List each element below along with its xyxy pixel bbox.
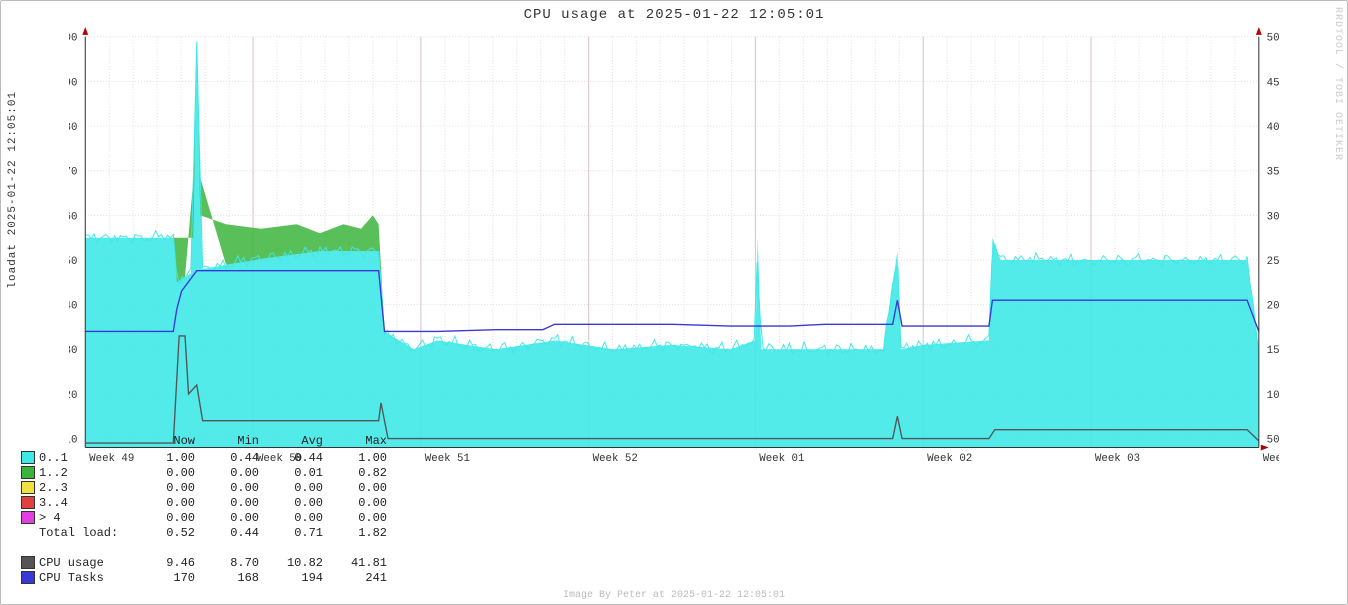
svg-text:60: 60 [69, 211, 77, 223]
legend-value: 1.00 [145, 451, 209, 466]
legend-row-label: CPU usage [21, 556, 145, 571]
svg-text:70: 70 [69, 167, 77, 179]
legend-value: 0.00 [209, 466, 273, 481]
legend-value: 0.00 [209, 496, 273, 511]
legend-chip [21, 466, 35, 479]
legend-value: 0.00 [273, 511, 337, 526]
legend-value: 0.00 [337, 496, 401, 511]
legend-value: 0.82 [337, 466, 401, 481]
legend-value: 10.82 [273, 556, 337, 571]
chart-title: CPU usage at 2025-01-22 12:05:01 [7, 7, 1341, 23]
svg-text:300: 300 [1267, 211, 1279, 223]
chart-area: 1020304050607080901005010015020025030035… [69, 27, 1271, 471]
svg-text:400: 400 [1267, 122, 1279, 134]
legend-chip [21, 556, 35, 569]
legend-value: 41.81 [337, 556, 401, 571]
y-left-label: loadat 2025-01-22 12:05:01 [7, 90, 19, 288]
legend-value: 0.00 [273, 481, 337, 496]
legend-value: 0.00 [209, 511, 273, 526]
svg-text:Week 02: Week 02 [927, 453, 972, 465]
legend-chip [21, 511, 35, 524]
svg-text:Week 52: Week 52 [593, 453, 638, 465]
legend-chip [21, 496, 35, 509]
svg-text:90: 90 [69, 77, 77, 89]
legend-row-label: 0..1 [21, 451, 145, 466]
legend-row-label: > 4 [21, 511, 145, 526]
watermark: RRDTOOL / TOBI OETIKER [1332, 7, 1343, 161]
legend-table: NowMinAvgMax0..11.000.440.441.001..20.00… [21, 434, 401, 586]
svg-text:150: 150 [1267, 345, 1279, 357]
legend-chip [21, 451, 35, 464]
legend-chip [21, 481, 35, 494]
legend-value: 0.44 [273, 451, 337, 466]
svg-text:50: 50 [1267, 435, 1279, 447]
svg-text:100: 100 [1267, 390, 1279, 402]
svg-text:350: 350 [1267, 167, 1279, 179]
legend-value: 8.70 [209, 556, 273, 571]
svg-text:40: 40 [69, 301, 77, 313]
legend-value: 1.82 [337, 526, 401, 541]
legend-value: 0.01 [273, 466, 337, 481]
legend-value: 0.00 [337, 481, 401, 496]
svg-text:450: 450 [1267, 77, 1279, 89]
legend-chip [21, 571, 35, 584]
legend-row-label: 2..3 [21, 481, 145, 496]
svg-text:Week 51: Week 51 [425, 453, 470, 465]
legend-value: 1.00 [337, 451, 401, 466]
legend-row-label: 3..4 [21, 496, 145, 511]
legend-value: 0.00 [145, 496, 209, 511]
svg-text:200: 200 [1267, 301, 1279, 313]
legend-value: 0.00 [145, 481, 209, 496]
legend-value: 194 [273, 571, 337, 586]
legend-value: 170 [145, 571, 209, 586]
legend-value: 0.00 [209, 481, 273, 496]
legend-value: 9.46 [145, 556, 209, 571]
svg-text:100: 100 [69, 33, 77, 45]
legend-row-label: Total load: [21, 526, 145, 541]
svg-text:50: 50 [69, 256, 77, 268]
svg-text:250: 250 [1267, 256, 1279, 268]
chart-svg: 1020304050607080901005010015020025030035… [69, 27, 1279, 471]
legend-value: 168 [209, 571, 273, 586]
svg-text:Week 03: Week 03 [1095, 453, 1140, 465]
footer-note: Image By Peter at 2025-01-22 12:05:01 [1, 590, 1347, 601]
legend-row-label: 1..2 [21, 466, 145, 481]
svg-text:30: 30 [69, 345, 77, 357]
legend-value: 241 [337, 571, 401, 586]
legend-row-label: CPU Tasks [21, 571, 145, 586]
legend-value: 0.00 [145, 511, 209, 526]
svg-text:Week 01: Week 01 [759, 453, 804, 465]
svg-text:Week 04: Week 04 [1263, 453, 1279, 465]
svg-text:20: 20 [69, 390, 77, 402]
legend-value: 0.44 [209, 526, 273, 541]
svg-text:500: 500 [1267, 33, 1279, 45]
svg-text:80: 80 [69, 122, 77, 134]
legend-value: 0.52 [145, 526, 209, 541]
rrd-chart-panel: CPU usage at 2025-01-22 12:05:01 RRDTOOL… [0, 0, 1348, 605]
legend-value: 0.00 [273, 496, 337, 511]
legend-value: 0.00 [337, 511, 401, 526]
legend-value: 0.00 [145, 466, 209, 481]
legend-value: 0.44 [209, 451, 273, 466]
legend-value: 0.71 [273, 526, 337, 541]
